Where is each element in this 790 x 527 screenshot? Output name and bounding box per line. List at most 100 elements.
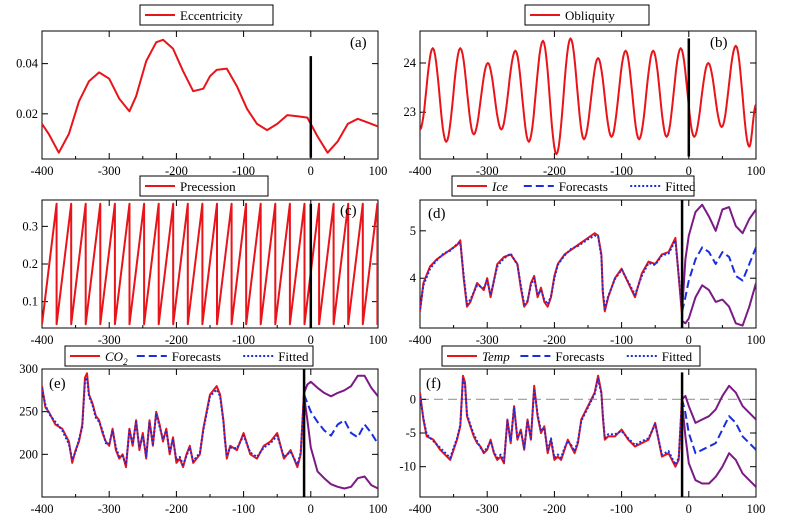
series-line-fitted bbox=[42, 376, 306, 466]
x-tick-label: -100 bbox=[610, 164, 633, 178]
x-tick-label: -200 bbox=[543, 502, 566, 516]
y-tick-label: 250 bbox=[19, 405, 38, 419]
series-line-lower-bound bbox=[681, 402, 756, 488]
legend-label: Eccentricity bbox=[180, 8, 243, 23]
series-line-obliquity bbox=[420, 37, 756, 156]
series-line-fitted bbox=[420, 234, 684, 312]
panel-label: (e) bbox=[49, 376, 66, 392]
y-tick-label: 5 bbox=[410, 224, 416, 238]
y-tick-label: 0 bbox=[410, 392, 416, 406]
legend-label: Fitted bbox=[662, 349, 693, 364]
legend-label: Obliquity bbox=[565, 8, 615, 23]
series-line-precession bbox=[42, 202, 378, 326]
panel-a: -400 -300 -200 -100 0 100 0.02 0.04 (a) Eccentric… bbox=[16, 4, 388, 178]
panel-label: (d) bbox=[428, 206, 446, 222]
panel-label: (f) bbox=[426, 376, 441, 392]
panel-e: -400 -300 -200 -100 0 100 200 250 300 (e) CO2 Forec… bbox=[19, 345, 387, 516]
x-tick-label: -400 bbox=[409, 333, 432, 347]
x-tick-label: 0 bbox=[686, 164, 692, 178]
series-group bbox=[42, 202, 378, 326]
y-tick-label: 0.2 bbox=[22, 257, 38, 271]
legend: Temp Forecasts Fitted bbox=[441, 345, 701, 367]
legend-text: Precession bbox=[180, 179, 236, 194]
x-tick-label: -400 bbox=[409, 164, 432, 178]
legend: CO2 Forecasts Fitted bbox=[64, 345, 314, 367]
x-tick-label: -200 bbox=[165, 164, 188, 178]
legend-box bbox=[139, 175, 269, 197]
series-line-upper-bound bbox=[681, 384, 756, 424]
series-line-temp bbox=[420, 374, 684, 468]
series-line-forecasts bbox=[681, 399, 756, 455]
legend-label: Forecasts bbox=[559, 179, 608, 194]
y-tick-label: 0.02 bbox=[16, 107, 38, 121]
y-tick-label: 23 bbox=[404, 105, 417, 119]
legend-box bbox=[441, 345, 701, 367]
series-group bbox=[420, 374, 756, 488]
x-tick-label: -400 bbox=[31, 164, 54, 178]
plot-frame bbox=[419, 30, 757, 160]
panel-f: -400 -300 -200 -100 0 100 -10 -5 0 (f) Temp Forecas… bbox=[399, 345, 765, 516]
legend-label: CO2 bbox=[105, 349, 128, 367]
x-tick-label: -200 bbox=[165, 502, 188, 516]
series-group bbox=[420, 37, 756, 156]
legend-subscript: 2 bbox=[123, 357, 128, 367]
legend-label: Forecasts bbox=[555, 349, 604, 364]
x-tick-label: 100 bbox=[747, 164, 766, 178]
series-line-forecasts bbox=[303, 394, 378, 445]
series-group bbox=[42, 372, 378, 490]
x-tick-label: 0 bbox=[308, 333, 314, 347]
legend-text: Obliquity bbox=[565, 8, 615, 23]
legend-label: Forecasts bbox=[172, 349, 221, 364]
x-tick-label: 0 bbox=[686, 333, 692, 347]
panel-label: (a) bbox=[350, 35, 367, 51]
x-tick-label: 100 bbox=[369, 164, 388, 178]
y-tick-label: 0.04 bbox=[16, 57, 39, 71]
x-tick-label: -300 bbox=[98, 164, 121, 178]
x-tick-label: -300 bbox=[476, 164, 499, 178]
series-line-ice bbox=[420, 232, 684, 317]
legend-box bbox=[524, 4, 650, 26]
legend-box bbox=[451, 175, 695, 197]
x-tick-label: -200 bbox=[543, 333, 566, 347]
y-tick-label: 0.3 bbox=[22, 219, 38, 233]
panel-c: -400 -300 -200 -100 0 100 0.1 0.2 0.3 (c) Precessi… bbox=[22, 175, 387, 347]
x-tick-label: -400 bbox=[409, 502, 432, 516]
series-group bbox=[420, 203, 756, 327]
y-tick-label: 0.1 bbox=[22, 295, 38, 309]
legend-text: Forecasts bbox=[559, 179, 608, 194]
y-tick-label: -10 bbox=[399, 460, 416, 474]
y-tick-label: 4 bbox=[410, 271, 417, 285]
legend-text: Ice bbox=[491, 179, 508, 194]
legend-text: Temp bbox=[482, 349, 510, 364]
series-line-lower-bound bbox=[681, 282, 756, 327]
x-tick-label: 100 bbox=[747, 333, 766, 347]
x-tick-label: -100 bbox=[232, 164, 255, 178]
legend-label: Precession bbox=[180, 179, 236, 194]
legend-box bbox=[64, 345, 314, 367]
x-tick-label: -400 bbox=[31, 333, 54, 347]
legend-text: Fitted bbox=[662, 349, 693, 364]
x-tick-label: -300 bbox=[98, 333, 121, 347]
y-tick-label: 200 bbox=[19, 447, 38, 461]
x-tick-label: -100 bbox=[232, 502, 255, 516]
legend-text: Forecasts bbox=[172, 349, 221, 364]
x-tick-label: -100 bbox=[610, 502, 633, 516]
series-line-upper-bound bbox=[681, 203, 756, 312]
x-tick-label: -200 bbox=[165, 333, 188, 347]
x-tick-label: 0 bbox=[308, 164, 314, 178]
legend-box bbox=[139, 4, 274, 26]
x-tick-label: -300 bbox=[476, 502, 499, 516]
legend: Eccentricity bbox=[139, 4, 274, 26]
x-tick-label: -300 bbox=[98, 502, 121, 516]
panel-label: (c) bbox=[340, 203, 357, 219]
plot-frame bbox=[41, 30, 379, 160]
legend-text: Fitted bbox=[278, 349, 309, 364]
plot-frame bbox=[41, 368, 379, 498]
panel-d: -400 -300 -200 -100 0 100 4 5 (d) Ice Forecasts Fit… bbox=[409, 175, 766, 347]
legend-text: Fitted bbox=[665, 179, 696, 194]
series-line-lower-bound bbox=[303, 396, 378, 490]
series-line-forecasts bbox=[681, 246, 756, 312]
series-line-co2 bbox=[42, 372, 306, 469]
legend-label: Fitted bbox=[665, 179, 696, 194]
